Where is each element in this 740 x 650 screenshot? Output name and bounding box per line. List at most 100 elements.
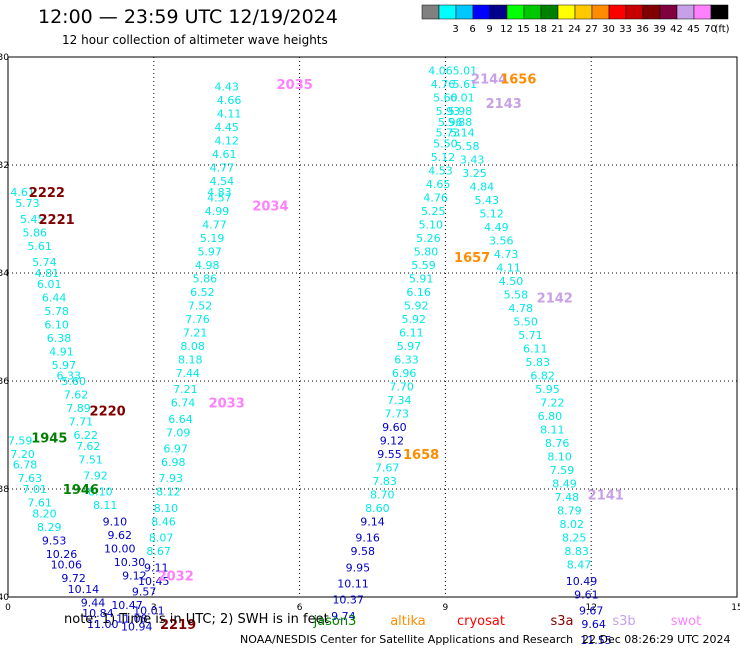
credit-line: NOAA/NESDIS Center for Satellite Applica… [240,633,574,646]
wave-height-point: 8.11 [93,499,118,512]
wave-height-point: 8.25 [562,532,587,545]
colorbar-tick-label: 36 [636,24,649,35]
wave-height-point: 4.99 [205,205,230,218]
wave-height-point: 6.74 [171,397,196,410]
satellite-legend-item: altika [390,614,426,629]
wave-height-point: 10.26 [46,548,78,561]
wave-height-point: 9.60 [382,421,407,434]
wave-height-point: 4.11 [217,108,242,121]
wave-height-point: 5.95 [535,383,560,396]
wave-height-point: 9.74 [331,610,356,623]
wave-height-point: 8.10 [88,486,113,499]
wave-height-point: 10.49 [566,575,598,588]
colorbar-tick-label: 70 [704,24,717,35]
wave-height-point: 5.80 [414,245,439,258]
wave-height-point: 11.55 [580,634,612,647]
wave-height-point: 5.92 [402,313,427,326]
colorbar-tick-label: 9 [486,24,492,35]
wave-height-point: 5.96 [438,116,463,129]
wave-height-point: 5.26 [416,232,441,245]
pass-label: 1945 [31,432,67,447]
satellite-legend: jason3 altika cryosat s3a s3b swot [313,614,702,629]
pass-label: 2032 [158,569,194,584]
wave-height-point: 5.98 [448,105,473,118]
wave-height-point: 9.72 [61,572,86,585]
wave-height-point: 5.78 [44,305,69,318]
pass-label: 1656 [500,73,536,88]
wave-height-point: 4.61 [212,148,237,161]
x-tick-label: 9 [443,603,449,613]
wave-height-point: 5.92 [404,299,429,312]
wave-height-point: 5.25 [421,205,446,218]
pass-label: 2222 [29,186,65,201]
wave-height-point: 6.97 [163,443,188,456]
wave-height-point: 4.84 [470,181,495,194]
wave-height-point: 4.76 [423,191,448,204]
wave-height-point: 6.96 [392,367,417,380]
wave-height-point: 4.81 [35,267,60,280]
y-tick-label: -38 [0,485,9,495]
y-tick-label: -34 [0,269,9,279]
wave-height-point: 7.93 [159,472,184,485]
wave-height-point: 10.37 [332,594,364,607]
wave-height-point: 6.78 [13,459,38,472]
pass-label: 1946 [63,483,99,498]
colorbar-tick-label: 15 [517,24,530,35]
wave-height-point: 10.14 [68,583,100,596]
wave-height-point: 4.57 [207,191,232,204]
wave-height-point: 7.01 [22,483,47,496]
colorbar-tick-label: 39 [653,24,666,35]
wave-height-point: 5.50 [433,137,458,150]
wave-height-points: 4.615.735.455.865.615.744.816.016.445.78… [8,65,612,648]
pass-label: 1657 [454,251,490,266]
wave-height-point: 8.70 [370,488,395,501]
x-tick-label: 15 [731,603,740,613]
wave-height-point: 4.78 [508,302,533,315]
colorbar-swatches [421,4,729,20]
wave-height-point: 8.07 [149,532,174,545]
wave-height-point: 10.47 [111,599,143,612]
wave-height-point: 5.86 [22,227,47,240]
y-tick-label: -36 [0,377,9,387]
colorbar-tick-label: 45 [687,24,700,35]
pass-label: 1658 [403,448,439,463]
wave-height-point: 6.11 [523,343,548,356]
wave-height-point: 6.33 [57,370,82,383]
wave-height-point: 4.06 [428,65,453,78]
satellite-legend-item: jason3 [313,614,357,629]
wave-height-point: 8.46 [151,515,176,528]
y-tick-label: -32 [0,161,9,171]
wave-height-point: 7.09 [166,426,191,439]
wave-height-point: 10.11 [337,578,369,591]
wave-height-point: 4.91 [49,345,74,358]
wave-height-point: 8.11 [540,424,565,437]
wave-height-point: 7.76 [185,313,210,326]
wave-height-point: 4.50 [499,275,524,288]
pass-label: 2220 [90,405,126,420]
wave-height-point: 9.58 [351,545,376,558]
wave-height-point: 5.43 [474,194,499,207]
wave-height-point: 8.67 [146,545,171,558]
wave-height-point: 4.43 [214,81,239,94]
satellite-legend-item: s3a [550,614,573,629]
wave-height-point: 5.88 [448,116,473,129]
wave-height-point: 7.71 [69,416,94,429]
wave-height-point: 5.14 [450,127,475,140]
wave-height-point: 7.51 [78,453,103,466]
wave-height-point: 7.20 [10,448,35,461]
wave-height-point: 7.21 [173,383,198,396]
wave-height-point: 9.62 [108,529,133,542]
wave-height-point: 6.10 [44,318,69,331]
chart-grid [8,57,737,597]
wave-height-point: 4.77 [202,218,227,231]
y-tick-label: -30 [0,53,9,63]
wave-height-point: 10.06 [51,559,83,572]
wave-height-point: 8.18 [178,353,203,366]
wave-height-point: 8.83 [564,545,589,558]
wave-height-point: 5.91 [409,272,434,285]
pass-label: 2142 [537,291,573,306]
wave-height-point: 9.12 [380,434,405,447]
wave-height-point: 9.67 [579,605,604,618]
chart-subtitle: 12 hour collection of altimeter wave hei… [62,33,328,47]
